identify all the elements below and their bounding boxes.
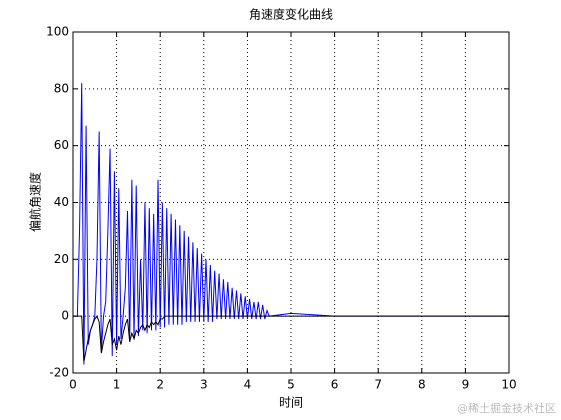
y-axis-label: 偏航角速度 [28, 172, 43, 232]
x-tick-label: 2 [156, 378, 164, 392]
y-tick-label: 100 [46, 25, 69, 39]
watermark: @稀土掘金技术社区 [457, 401, 556, 415]
x-axis-label: 时间 [279, 396, 303, 410]
y-tick-label: 60 [54, 138, 69, 152]
x-tick-label: 6 [331, 378, 339, 392]
y-tick-label: 0 [61, 309, 69, 323]
x-tick-label: 0 [69, 378, 77, 392]
x-tick-label: 9 [462, 378, 470, 392]
x-tick-label: 8 [418, 378, 426, 392]
y-tick-label: 80 [54, 81, 69, 95]
y-tick-label: -20 [49, 366, 69, 380]
data-line [73, 315, 509, 362]
x-tick-label: 7 [374, 378, 382, 392]
x-tick-label: 3 [200, 378, 208, 392]
y-tick-label: 40 [54, 195, 69, 209]
x-tick-label: 1 [113, 378, 121, 392]
x-tick-label: 4 [244, 378, 252, 392]
x-tick-label: 10 [501, 378, 516, 392]
chart-title: 角速度变化曲线 [249, 7, 333, 22]
x-tick-label: 5 [287, 378, 295, 392]
y-tick-label: 20 [54, 252, 69, 266]
